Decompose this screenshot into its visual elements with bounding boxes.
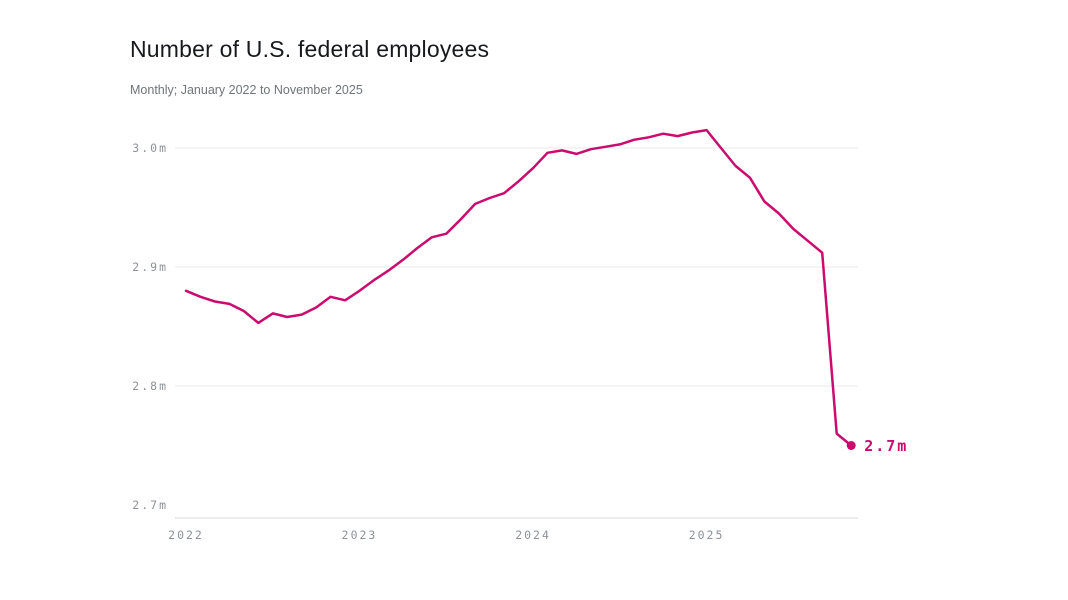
end-point-dot xyxy=(846,441,856,450)
x-tick-label: 2023 xyxy=(342,528,378,542)
x-tick-label: 2024 xyxy=(515,528,551,542)
x-tick-label: 2022 xyxy=(168,528,204,542)
end-value-label: 2.7m xyxy=(864,437,908,455)
data-line xyxy=(184,128,853,447)
x-tick-label: 2025 xyxy=(689,528,725,542)
y-tick-label: 2.7m xyxy=(132,498,168,512)
chart-title: Number of U.S. federal employees xyxy=(130,36,490,62)
y-tick-label: 2.8m xyxy=(132,379,168,393)
y-tick-label: 3.0m xyxy=(132,141,168,155)
chart-subtitle: Monthly; January 2022 to November 2025 xyxy=(130,83,363,97)
y-tick-label: 2.9m xyxy=(132,260,168,274)
